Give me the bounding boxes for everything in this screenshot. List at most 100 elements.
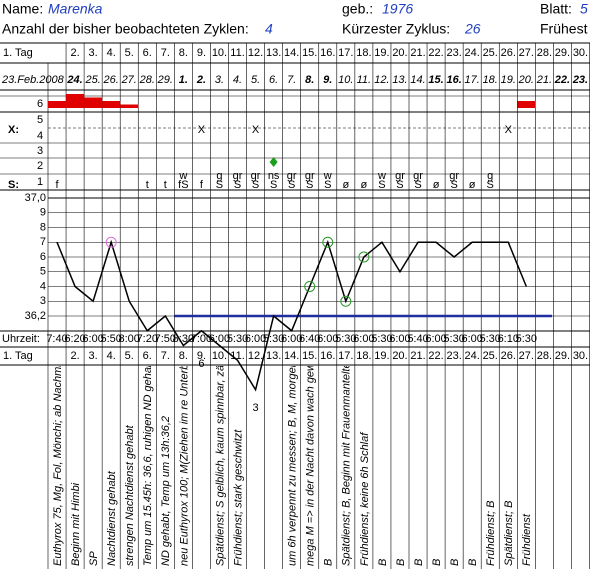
date: 27. [121,74,137,86]
bleeding-label: 6 [37,98,43,110]
date: 1. [179,74,188,86]
temp-tick-label: 3 [40,295,46,307]
time: 6:00 [317,333,338,345]
symptom-row-label: 4 [37,130,43,142]
date: 26. [103,74,119,86]
note: um 6h verpennt zu messen; B, M, morgens … [287,287,299,566]
date: 4. [233,74,242,86]
notes: Euthyrox 75, Mg, Fol, Mönchi; ab Nachmit… [52,287,533,566]
date: 18. [483,74,498,86]
day-number: 17. [338,350,353,362]
time: 6:00 [461,333,482,345]
mucus-symbol: ø [433,179,440,191]
mucus-sup: gr [287,170,297,182]
time: 5:30 [480,333,501,345]
note: Spätdienst; S gelblich, kaum spinnbar, z… [214,359,226,566]
mucus-symbol: S [396,179,403,191]
day-number: 10. [212,47,227,59]
date: 24. [66,74,82,86]
date: 23.Feb.2008 [1,74,65,86]
day-number: 10. [212,350,227,362]
day-number: 29. [555,47,570,59]
day-number: 16. [320,350,335,362]
shortest: 26 [464,21,481,37]
day-number: 13. [266,47,281,59]
date: 23. [572,74,588,86]
temp-tick-label: 8 [40,221,46,233]
date: 5. [251,74,260,86]
mucus-sup: w [178,170,187,182]
day-number: 30. [573,47,588,59]
mucus-symbol: ø [361,179,368,191]
day-number: 21. [410,47,425,59]
bleeding-bar [84,97,103,108]
mucus-symbol: t [146,179,149,191]
day-number: 20. [392,350,407,362]
note: Frühdienst [521,513,533,566]
day-number: 5. [125,47,134,59]
day-number: 21. [410,350,425,362]
day-number: 4. [107,350,116,362]
time: 5:30 [335,333,356,345]
temp-tick-label: 9 [40,207,46,219]
sheet: 5 [580,1,588,17]
day-number: 11. [230,47,244,59]
birth-label: geb.: [342,1,373,17]
day-number: 27. [519,47,534,59]
mucus-sup: g [487,170,493,182]
day-number: 8. [179,47,188,59]
time: 6:00 [389,333,410,345]
temp-tick-label: 36,2 [25,310,46,322]
mucus-sup: gr [233,170,243,182]
time: 6:00 [245,333,266,345]
note: B [395,559,407,566]
time: 7:50 [155,333,176,345]
date: 2. [196,74,206,86]
day-number: 13. [266,350,281,362]
time: 6:00 [353,333,374,345]
day-number: 1. Tag [3,47,33,59]
time: 5:40 [407,333,428,345]
day-number: 23. [446,47,461,59]
day-number: 5. [125,350,134,362]
day-number: 24. [465,350,480,362]
day-number: 16. [320,47,335,59]
day-number: 18. [356,350,371,362]
date: 13. [392,74,407,86]
date: 10. [338,74,353,86]
day-number: 2. [70,350,79,362]
cycles-label: Anzahl der bisher beobachteten Zyklen: [2,21,249,37]
day-number: 7. [161,350,170,362]
time: 5:30 [516,333,537,345]
mucus-symbol: S [216,179,223,191]
mucus-sup: gr [305,170,315,182]
mucus-sup: gr [413,170,423,182]
temperature-line [56,239,528,392]
mucus-symbol: ø [342,179,349,191]
day-number: 20. [392,47,407,59]
bleeding-bar [517,101,536,108]
earliest-label: Frühest [540,21,588,37]
note: Frühdienst; stark geschwitzt [232,429,244,566]
day-number: 6. [143,350,152,362]
name: Marenka [48,1,103,17]
mucus-symbol: S [450,179,457,191]
annotation: 6 [198,358,204,370]
date: 11. [357,74,371,86]
mucus-sup: gr [251,170,261,182]
time: 5:30 [371,333,392,345]
time: 8:00 [119,333,140,345]
day-number: 12. [248,47,263,59]
x-mark: X [505,124,513,136]
note: mega M => in der Nacht davon wach geword… [305,321,317,566]
mucus-symbol: S [487,179,494,191]
date: 16. [446,74,461,86]
day-number: 19. [374,47,389,59]
mucus-symbol: t [164,179,167,191]
temp-tick-label: 5 [40,266,46,278]
circled-temp [304,281,316,292]
date: 14. [410,74,425,86]
bleeding-bar [48,101,67,108]
day-number: 9. [197,47,206,59]
